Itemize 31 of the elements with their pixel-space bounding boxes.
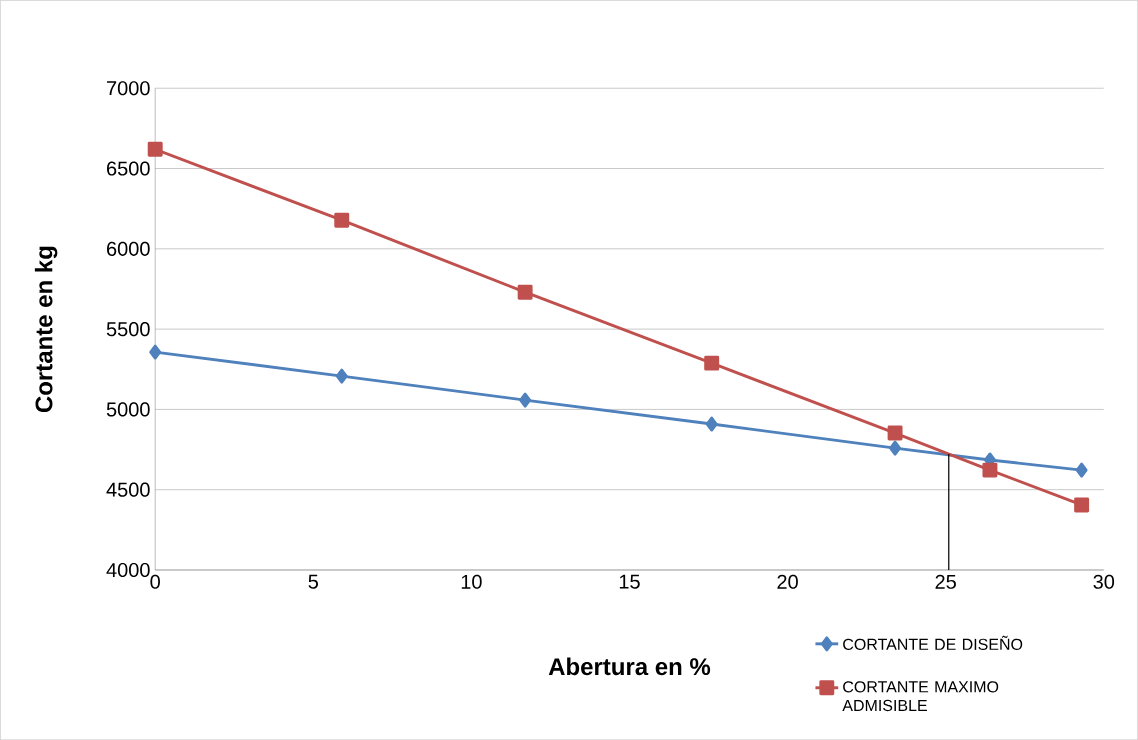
- point: [1074, 497, 1090, 513]
- point: [705, 416, 718, 432]
- x-tick-label: 0: [150, 574, 160, 589]
- point: [887, 425, 903, 441]
- point: [519, 392, 532, 408]
- y-axis-title: Cortante en kg: [34, 246, 58, 413]
- point: [517, 284, 533, 300]
- x-tick-label: 10: [461, 574, 482, 589]
- x-tick-label: 20: [777, 574, 798, 589]
- point: [704, 355, 720, 371]
- x-tick-label: 30: [1093, 574, 1115, 589]
- point: [889, 440, 902, 456]
- point: [149, 344, 162, 360]
- y-tick-label: 4000: [106, 562, 150, 577]
- x-tick-label: 5: [308, 574, 319, 589]
- point: [335, 368, 348, 384]
- y-tick-label: 6500: [107, 161, 150, 176]
- point: [982, 462, 998, 478]
- x-tick-label: 25: [935, 574, 956, 589]
- point: [1075, 462, 1088, 478]
- y-tick-label: 5000: [106, 402, 150, 417]
- y-tick-label: 6000: [107, 241, 150, 256]
- point: [147, 141, 163, 157]
- y-tick-label: 4500: [106, 482, 150, 497]
- y-tick-label: 5500: [106, 321, 150, 337]
- x-axis-title: Abertura en %: [548, 657, 711, 676]
- x-tick-label: 15: [619, 574, 640, 589]
- y-tick-label: 7000: [107, 81, 150, 96]
- legend-label: CORTANTE DE DISEÑO: [843, 635, 1023, 650]
- legend-label: CORTANTE MAXIMO ADMISIBLE: [842, 681, 999, 712]
- point: [334, 212, 350, 228]
